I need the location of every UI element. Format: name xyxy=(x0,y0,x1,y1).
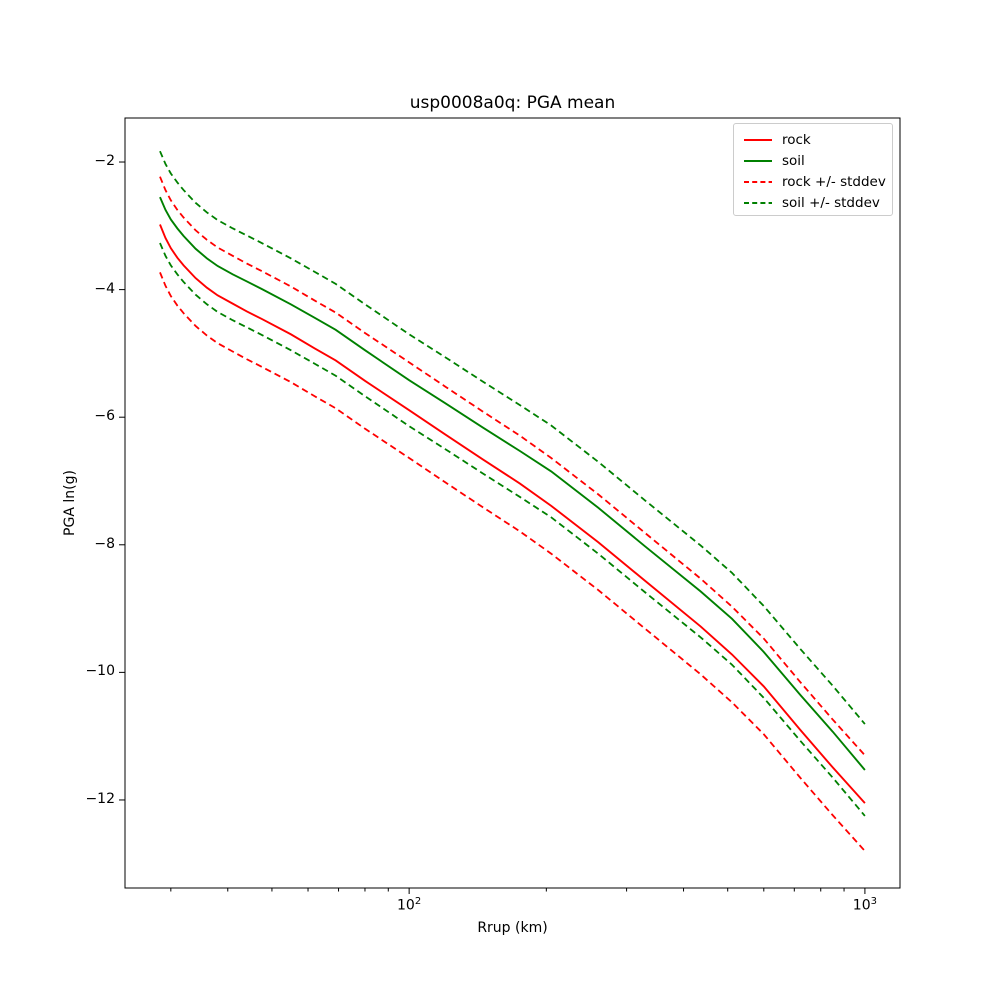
y-tick-label: −6 xyxy=(94,408,115,425)
legend-entry: rock +/- stddev xyxy=(743,171,886,192)
legend-entry-label: soil xyxy=(782,152,805,169)
legend: rock soil rock +/- stddev soil +/- stddev xyxy=(733,123,893,216)
series-soil-line xyxy=(159,196,866,771)
series-rock-stddev-lower-line xyxy=(159,272,866,852)
series-soil-stddev-lower-line xyxy=(159,242,866,817)
legend-entry-label: rock +/- stddev xyxy=(782,173,886,190)
legend-entry: soil +/- stddev xyxy=(743,192,886,213)
x-tick-label: 103 xyxy=(852,896,877,914)
legend-line-sample xyxy=(744,201,772,204)
axes-frame xyxy=(124,117,901,889)
series-rock-stddev-upper-line xyxy=(159,176,866,756)
y-axis-label: PGA ln(g) xyxy=(62,470,78,536)
y-tick-label: −4 xyxy=(94,280,115,297)
legend-entry-label: rock xyxy=(782,131,811,148)
legend-entry: rock xyxy=(743,129,886,150)
y-tick-label: −8 xyxy=(94,535,115,552)
series-rock-line xyxy=(159,224,866,804)
legend-entry: soil xyxy=(743,150,886,171)
y-axis-ticks xyxy=(119,161,125,801)
y-tick-label: −2 xyxy=(94,153,115,170)
x-axis-label: Rrup (km) xyxy=(477,920,548,936)
series-soil-stddev-upper-line xyxy=(159,150,866,725)
legend-line-sample xyxy=(744,159,772,162)
chart-title: usp0008a0q: PGA mean xyxy=(409,93,616,113)
y-tick-label: −10 xyxy=(85,663,115,680)
legend-entry-label: soil +/- stddev xyxy=(782,194,880,211)
x-axis-ticks xyxy=(170,888,866,894)
legend-line-sample xyxy=(744,180,772,183)
x-tick-label: 102 xyxy=(397,896,422,914)
y-tick-label: −12 xyxy=(85,790,115,807)
legend-line-sample xyxy=(744,138,772,141)
